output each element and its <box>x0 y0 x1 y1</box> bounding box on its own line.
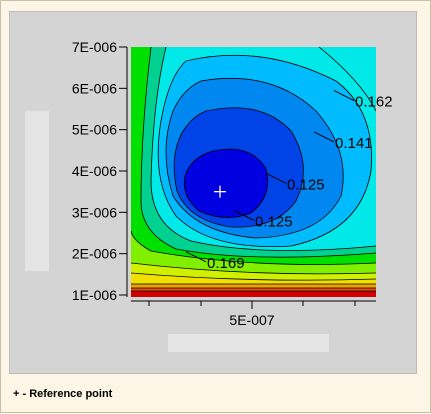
corner-cyan <box>319 47 376 111</box>
contour-level-label: 0.169 <box>207 255 245 272</box>
x-axis-label-placeholder <box>168 334 329 352</box>
contour-level-label: 0.162 <box>355 94 393 111</box>
contour-labels: 0.162 0.141 0.125 0.125 0.169 <box>185 90 393 272</box>
x-tick-label: 5E-007 <box>229 312 274 328</box>
contour-fills <box>131 47 376 297</box>
contour-level-label: 0.141 <box>335 135 373 152</box>
y-tick-label: 1E-006 <box>72 287 117 303</box>
y-axis: 1E-006 2E-006 3E-006 4E-006 5E-006 6E-006 7E-0… <box>72 39 127 303</box>
y-tick-label: 6E-006 <box>72 80 117 96</box>
contour-level-label: 0.125 <box>287 176 325 193</box>
contour-label-leader <box>333 90 355 102</box>
contour-lines <box>131 47 376 292</box>
reference-point-marker <box>214 185 226 198</box>
contour-label-leader <box>313 131 335 143</box>
x-axis: 5E-007 <box>148 301 356 328</box>
y-tick-label: 4E-006 <box>72 163 117 179</box>
contour-level-label: 0.125 <box>255 213 293 230</box>
y-axis-label-placeholder <box>25 111 49 271</box>
contour-label-leader <box>265 172 287 184</box>
contour-label-leader <box>233 210 255 221</box>
band-deep-blue <box>184 149 268 218</box>
y-tick-label: 5E-006 <box>72 122 117 138</box>
legend-note: + - Reference point <box>13 388 113 400</box>
y-tick-label: 3E-006 <box>72 204 117 220</box>
y-tick-label: 2E-006 <box>72 246 117 262</box>
contour-label-leader <box>185 251 207 263</box>
y-tick-label: 7E-006 <box>72 39 117 55</box>
